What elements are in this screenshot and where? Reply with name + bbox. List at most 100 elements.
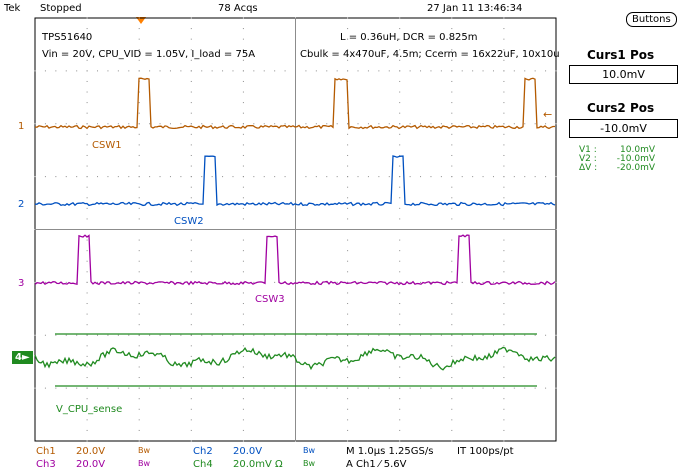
graticule-dot [315, 176, 317, 178]
ch1-ground-marker[interactable]: 1 [18, 121, 25, 132]
graticule-dot [34, 334, 36, 336]
graticule-dot [86, 408, 88, 410]
graticule-dot [440, 70, 442, 72]
ch2-label[interactable]: Ch2 [193, 446, 213, 457]
graticule-dot [86, 17, 88, 19]
graticule-dot [138, 38, 140, 40]
graticule-dot [305, 387, 307, 389]
buttons-toggle[interactable]: Buttons [626, 12, 677, 27]
graticule-dot [86, 387, 88, 389]
graticule-dot [242, 419, 244, 421]
graticule-dot [347, 408, 349, 410]
graticule-dot [190, 429, 192, 431]
ch3-label[interactable]: Ch3 [36, 459, 56, 470]
graticule-dot [86, 70, 88, 72]
graticule-dot [86, 133, 88, 135]
trigger-setting[interactable]: A Ch1 ⁄ 5.6V [346, 459, 407, 470]
trigger-position-marker[interactable] [136, 17, 146, 24]
graticule-dot [347, 176, 349, 178]
graticule-dot [242, 281, 244, 283]
graticule-dot [138, 419, 140, 421]
ch2-ground-marker[interactable]: 2 [18, 199, 25, 210]
timebase[interactable]: M 1.0µs 1.25GS/s [346, 446, 434, 457]
curs2-pos-field[interactable]: -10.0mV [569, 119, 678, 138]
graticule-dot [232, 334, 234, 336]
graticule-dot [305, 176, 307, 178]
graticule-dot [86, 186, 88, 188]
graticule-dot [440, 123, 442, 125]
graticule-dot [461, 176, 463, 178]
graticule-dot [201, 70, 203, 72]
graticule-dot [86, 313, 88, 315]
graticule-dot [451, 91, 453, 93]
graticule-dot [274, 334, 276, 336]
graticule-dot [211, 70, 213, 72]
graticule-dot [242, 292, 244, 294]
graticule-dot [263, 176, 265, 178]
graticule-dot [451, 144, 453, 146]
graticule-dot [513, 334, 515, 336]
graticule-dot [128, 123, 130, 125]
graticule-dot [263, 70, 265, 72]
graticule-dot [461, 334, 463, 336]
graticule-dot [451, 165, 453, 167]
graticule-dot [242, 440, 244, 442]
ch3-ground-marker[interactable]: 3 [18, 278, 25, 289]
graticule-dot [357, 176, 359, 178]
graticule-dot [138, 429, 140, 431]
graticule-dot [242, 59, 244, 61]
graticule-dot [305, 123, 307, 125]
graticule-dot [295, 17, 296, 19]
graticule-dot [513, 229, 515, 230]
graticule-dot [503, 59, 505, 61]
graticule-dot [378, 70, 380, 72]
graticule-dot [336, 123, 338, 125]
graticule-dot [347, 440, 349, 442]
graticule-dot [65, 123, 67, 125]
graticule-dot [149, 334, 151, 336]
graticule-dot [222, 387, 224, 389]
graticule-dot [399, 59, 401, 61]
graticule-dot [138, 239, 140, 241]
graticule-dot [55, 176, 57, 178]
graticule-dot [242, 366, 244, 368]
graticule-dot [534, 70, 536, 72]
graticule-dot [492, 334, 494, 336]
graticule-dot [190, 408, 192, 410]
graticule-dot [555, 387, 557, 389]
ch1-label[interactable]: Ch1 [36, 446, 56, 457]
graticule-dot [545, 281, 547, 283]
ch4-bw: Bw [303, 459, 316, 468]
graticule-dot [482, 387, 484, 389]
graticule-dot [388, 334, 390, 336]
graticule-dot [190, 229, 192, 230]
graticule-dot [253, 70, 255, 72]
graticule-dot [44, 281, 46, 283]
graticule-dot [513, 123, 515, 125]
graticule-dot [138, 207, 140, 209]
curs1-pos-field[interactable]: 10.0mV [569, 65, 678, 84]
graticule-dot [315, 229, 317, 230]
graticule-dot [159, 229, 161, 230]
graticule-dot [55, 334, 57, 336]
graticule-dot [242, 49, 244, 51]
graticule-dot [295, 165, 296, 167]
graticule-dot [357, 229, 359, 230]
ch4-ground-marker[interactable]: 4► [12, 351, 33, 364]
graticule-dot [451, 17, 453, 19]
graticule-dot [347, 229, 349, 230]
graticule-dot [232, 123, 234, 125]
graticule-dot [430, 281, 432, 283]
graticule-dot [138, 197, 140, 199]
graticule-dot [503, 250, 505, 252]
graticule-dot [44, 387, 46, 389]
graticule-dot [138, 292, 140, 294]
date-time: 27 Jan 11 13:46:34 [427, 3, 523, 14]
ch4-label[interactable]: Ch4 [193, 459, 213, 470]
graticule-dot [253, 334, 255, 336]
graticule-dot [482, 176, 484, 178]
graticule-dot [76, 123, 78, 125]
inductor-annotation: L = 0.36uH, DCR = 0.825m [340, 32, 478, 43]
graticule-dot [336, 387, 338, 389]
